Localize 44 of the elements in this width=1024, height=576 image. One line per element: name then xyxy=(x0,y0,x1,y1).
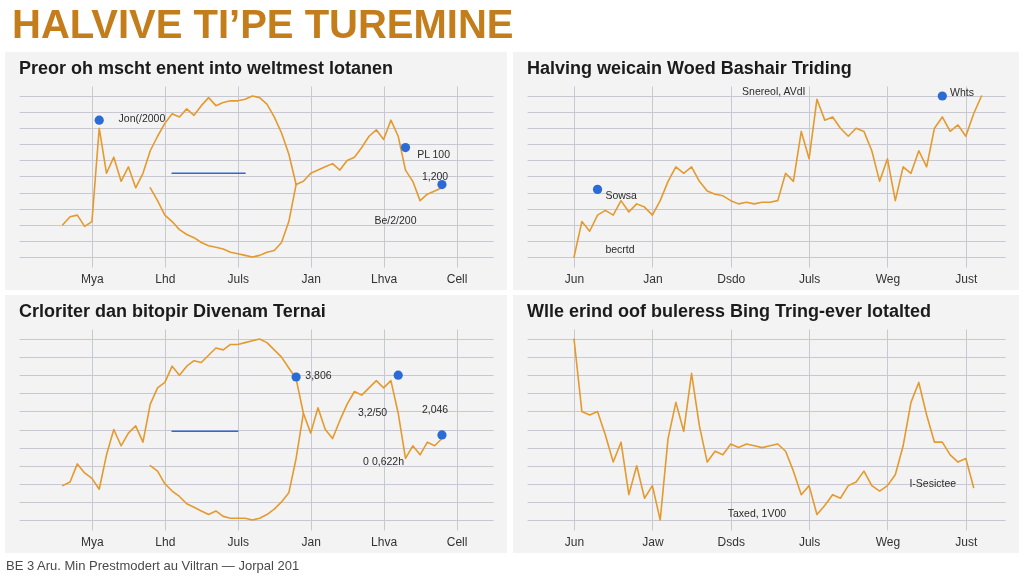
x-tick-label: Juls xyxy=(227,271,249,286)
x-tick-label: Lhd xyxy=(155,271,176,286)
x-tick-label: Mya xyxy=(81,271,105,286)
x-tick-label: Jan xyxy=(301,271,321,286)
x-tick-label: Cell xyxy=(446,271,468,286)
annotation: Sowsa xyxy=(605,189,638,202)
annotation: 3,2/50 xyxy=(357,406,388,419)
x-tick-label: Lhd xyxy=(155,534,176,549)
x-tick-label: Juls xyxy=(227,534,249,549)
x-tick-label: Just xyxy=(955,271,978,286)
text: BE 3 Aru. Min Prestmodert au Viltran — Jorpal 201 xyxy=(6,558,300,574)
x-tick-label: Jaw xyxy=(642,534,664,549)
text: HALVIVE TI’PE TUREMINE xyxy=(12,1,514,48)
annotation: Jon(/2000 xyxy=(118,111,166,124)
x-tick-label: Juls xyxy=(798,534,821,549)
x-tick-label: Dsdo xyxy=(717,271,746,286)
chart-title: Wlle erind oof buleress Bing Tring-ever lotalted xyxy=(527,301,932,321)
x-tick-label: Jan xyxy=(643,271,663,286)
annotation: becrtd xyxy=(605,242,635,255)
x-tick-label: Juls xyxy=(798,271,821,286)
annotation: 1,200 xyxy=(421,169,449,182)
x-tick-label: Lhva xyxy=(371,271,398,286)
annotation: Taxed, 1V00 xyxy=(727,506,787,519)
annotation: I-Sesictee xyxy=(909,476,957,489)
chart-title: Crloriter dan bitopir Divenam Ternai xyxy=(19,301,326,321)
annotation: Be/2/200 xyxy=(374,213,417,226)
annotation: 2,046 xyxy=(421,403,449,416)
x-tick-label: Dsds xyxy=(717,534,745,549)
x-tick-label: Cell xyxy=(446,534,468,549)
x-tick-label: Jun xyxy=(564,534,585,549)
annotation: PL 100 xyxy=(417,147,451,160)
annotation: 3,806 xyxy=(305,368,332,381)
annotation: Snereol, AVdI xyxy=(742,85,806,98)
x-tick-label: Weg xyxy=(875,534,901,549)
x-tick-label: Lhva xyxy=(371,534,398,549)
chart-title: Halving weicain Woed Bashair Triding xyxy=(527,58,852,78)
x-tick-label: Jun xyxy=(564,271,585,286)
x-tick-label: Just xyxy=(955,534,978,549)
x-tick-label: Jan xyxy=(301,534,321,549)
chart-title: Preor oh mscht enent into weltmest lotanen xyxy=(19,58,394,78)
annotation: 0 0,622h xyxy=(363,455,405,468)
annotation: Whts xyxy=(950,86,974,99)
x-tick-label: Weg xyxy=(875,271,901,286)
x-tick-label: Mya xyxy=(81,534,105,549)
